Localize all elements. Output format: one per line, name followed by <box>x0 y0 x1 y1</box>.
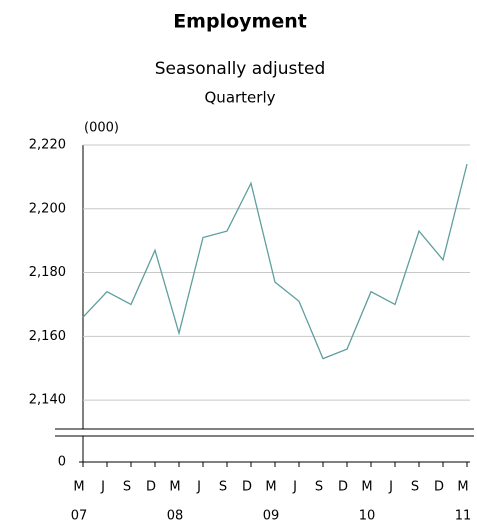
x-tick-label: M <box>169 480 180 495</box>
x-tick-label: J <box>196 480 201 495</box>
x-tick-label: J <box>388 480 393 495</box>
x-tick-label: J <box>292 480 297 495</box>
year-label: 07 <box>71 509 88 524</box>
y-tick-label: 2,160 <box>29 329 66 344</box>
x-tick-label: M <box>361 480 372 495</box>
year-label: 09 <box>263 509 280 524</box>
data-line <box>82 163 468 360</box>
x-tick-label: D <box>434 480 444 495</box>
y-tick-label: 2,180 <box>29 265 66 280</box>
x-tick-label: D <box>146 480 156 495</box>
x-tick-label: J <box>100 480 105 495</box>
chart-title: Employment <box>173 11 307 33</box>
year-label: 10 <box>359 509 376 524</box>
year-label: 08 <box>167 509 184 524</box>
x-tick-label: M <box>73 480 84 495</box>
x-tick-label: M <box>457 480 468 495</box>
chart-subtitle: Seasonally adjusted <box>155 59 326 79</box>
x-tick-label: D <box>338 480 348 495</box>
y-tick-label: 2,220 <box>29 138 66 153</box>
x-tick-label: S <box>315 480 323 495</box>
year-label: 11 <box>455 509 472 524</box>
x-tick-label: M <box>265 480 276 495</box>
y-tick-label: 2,140 <box>29 393 66 408</box>
frequency-label: Quarterly <box>205 89 276 107</box>
x-tick-label: S <box>411 480 419 495</box>
x-tick-label: D <box>242 480 252 495</box>
y-unit-label: (000) <box>84 121 119 136</box>
x-tick-label: S <box>123 480 131 495</box>
y-tick-label: 2,200 <box>29 201 66 216</box>
x-tick-label: S <box>219 480 227 495</box>
y-tick-label: 0 <box>58 455 66 470</box>
